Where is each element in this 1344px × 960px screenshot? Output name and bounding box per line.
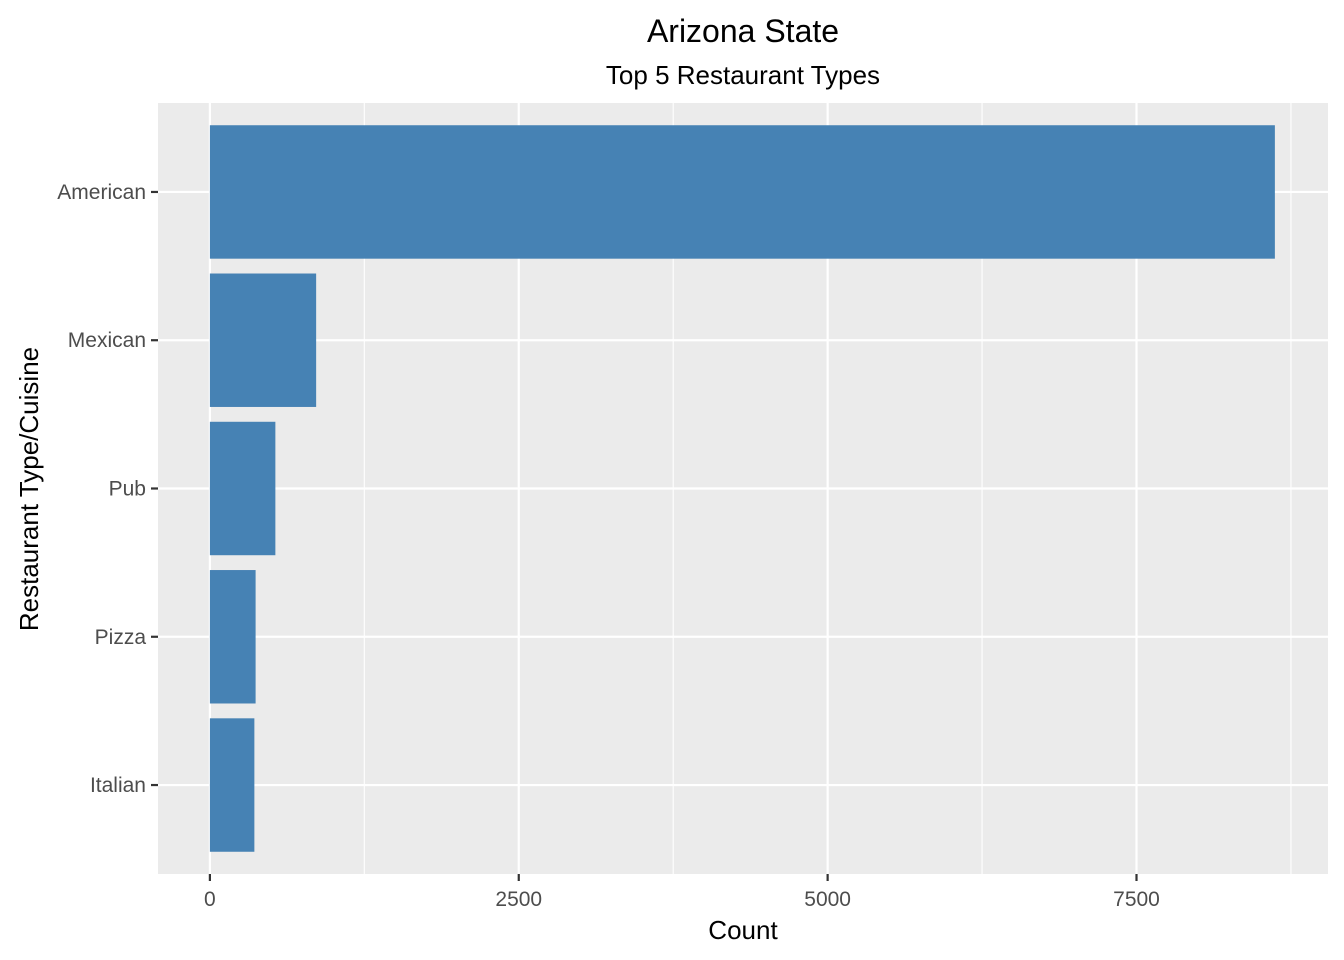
x-tick-label: 7500	[1113, 888, 1160, 911]
y-tick-label: Pub	[109, 478, 146, 501]
axes: American Mexican Pub Pizza Italian 0 2500 5000 7…	[57, 181, 1160, 911]
y-axis-title: Restaurant Type/Cuisine	[14, 347, 44, 631]
x-tick-label: 0	[204, 888, 216, 911]
bars	[209, 125, 1275, 852]
bar-pizza	[209, 570, 256, 704]
x-tick-label: 5000	[804, 888, 851, 911]
y-tick-label: Pizza	[95, 626, 147, 649]
x-tick-label: 2500	[495, 888, 542, 911]
bar-american	[209, 125, 1275, 259]
chart-title: Arizona State	[647, 13, 839, 49]
y-tick-label: American	[57, 181, 146, 204]
bar-pub	[209, 421, 276, 556]
bar-mexican	[209, 273, 317, 407]
x-axis-title: Count	[708, 915, 778, 945]
y-tick-label: Mexican	[68, 329, 146, 352]
chart-subtitle: Top 5 Restaurant Types	[606, 60, 880, 90]
y-tick-label: Italian	[90, 774, 146, 797]
bar-italian	[209, 718, 255, 852]
